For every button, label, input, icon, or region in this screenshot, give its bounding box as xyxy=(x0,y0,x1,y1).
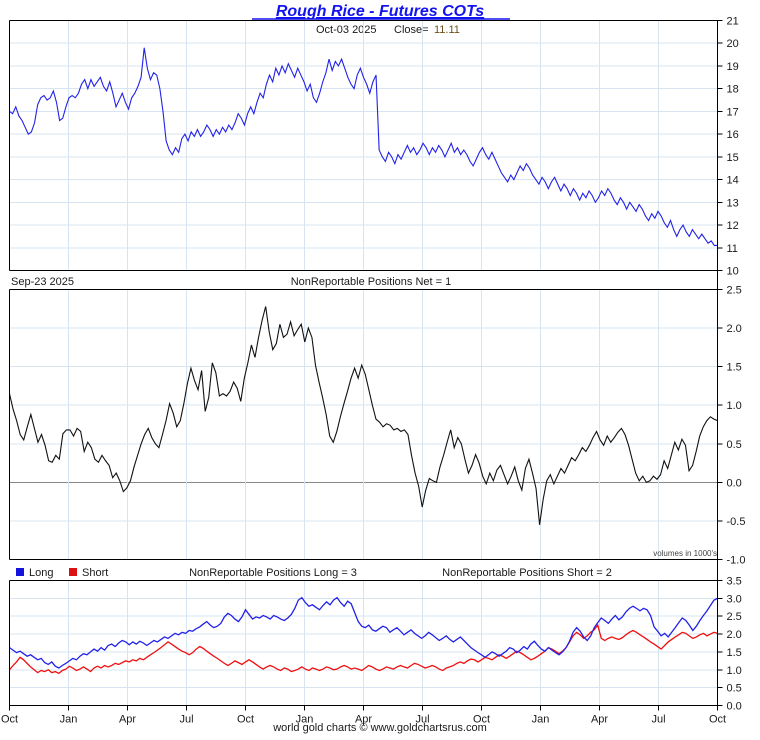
y-axis-tick-label: 0.5 xyxy=(727,439,742,451)
y-axis-tick-label: 1.0 xyxy=(727,665,742,677)
y-axis-tick-label: -1.0 xyxy=(727,555,746,567)
net-panel-start-label: Sep-23 2025 xyxy=(11,276,74,288)
net-panel-gridlines xyxy=(9,289,718,560)
y-axis-tick-label: 13 xyxy=(727,197,739,209)
y-axis-tick-label: 11 xyxy=(727,243,738,255)
volumes-units-note: volumes in 1000's xyxy=(653,549,717,558)
y-axis-tick-label: 1.5 xyxy=(727,362,742,374)
x-axis-tick-label: Apr xyxy=(591,714,608,726)
y-axis-tick-label: 1.0 xyxy=(727,400,742,412)
chart-series-group xyxy=(8,47,718,675)
legend-swatch-short xyxy=(69,568,77,576)
x-axis-tick-label: Apr xyxy=(355,714,372,726)
footer-credit: world gold charts © www.goldchartsrus.co… xyxy=(272,722,487,734)
x-axis-tick-label: Jul xyxy=(651,714,665,726)
y-axis-tick-label: 3.5 xyxy=(727,576,742,588)
y-axis-tick-label: 0.5 xyxy=(727,683,742,695)
longshort-panel-title-short: NonReportable Positions Short = 2 xyxy=(442,567,612,579)
y-axis-tick-label: 18 xyxy=(727,84,739,96)
y-axis-tick-label: 1.5 xyxy=(727,647,742,659)
y-axis-tick-label: 3.0 xyxy=(727,593,742,605)
y-axis-tick-label: -0.5 xyxy=(727,516,746,528)
y-axis-tick-label: 17 xyxy=(727,106,739,118)
y-axis-tick-label: 16 xyxy=(727,129,739,141)
x-axis-tick-label: Oct xyxy=(473,714,490,726)
y-axis-tick-label: 0.0 xyxy=(727,477,742,489)
longshort-panel-title-long: NonReportable Positions Long = 3 xyxy=(189,567,357,579)
y-axis-tick-label: 21 xyxy=(727,16,739,28)
legend-label-long: Long xyxy=(29,567,53,579)
price-panel-gridlines xyxy=(9,20,718,271)
y-axis-tick-label: 10 xyxy=(727,266,739,278)
x-axis-tick-label: Jan xyxy=(60,714,78,726)
y-axis-tick-label: 2.0 xyxy=(727,323,742,335)
y-axis-tick-label: 15 xyxy=(727,152,739,164)
x-axis-tick-label: Oct xyxy=(1,714,18,726)
subtitle-date: Oct-03 2025 xyxy=(316,24,377,36)
y-axis-tick-label: 0.0 xyxy=(727,701,742,713)
y-axis-ticks: 21 20 19 18 17 16 15 14 13 12 11 10 2.5 2.0 1.5 1.0 0.5 0… xyxy=(717,16,746,713)
subtitle-close-label: Close= xyxy=(394,24,429,36)
y-axis-tick-label: 2.5 xyxy=(727,285,742,297)
x-axis-tick-label: Apr xyxy=(119,714,136,726)
legend-label-short: Short xyxy=(82,567,108,579)
page-title: Rough Rice - Futures COTs xyxy=(276,3,484,20)
x-axis-tick-label: Oct xyxy=(237,714,254,726)
x-axis-tick-label: Jan xyxy=(532,714,550,726)
y-axis-tick-label: 20 xyxy=(727,38,739,50)
legend-swatch-long xyxy=(16,568,24,576)
y-axis-tick-label: 2.0 xyxy=(727,629,742,641)
longshort-panel-gridlines xyxy=(9,580,718,706)
y-axis-tick-label: 12 xyxy=(727,220,739,232)
x-axis-tick-label: Oct xyxy=(709,714,726,726)
x-axis-ticks: Oct Jan Apr Jul Oct Jan Apr Jul Oct Jan Apr Jul Oct xyxy=(1,705,726,726)
y-axis-tick-label: 2.5 xyxy=(727,611,742,623)
net-panel-title: NonReportable Positions Net = 1 xyxy=(291,276,452,288)
x-axis-tick-label: Jul xyxy=(179,714,193,726)
y-axis-tick-label: 14 xyxy=(727,175,739,187)
x-axis-tick-label: Jan xyxy=(296,714,314,726)
y-axis-tick-label: 19 xyxy=(727,61,739,73)
subtitle-close-value: 11.11 xyxy=(434,24,460,36)
x-axis-tick-label: Jul xyxy=(415,714,429,726)
